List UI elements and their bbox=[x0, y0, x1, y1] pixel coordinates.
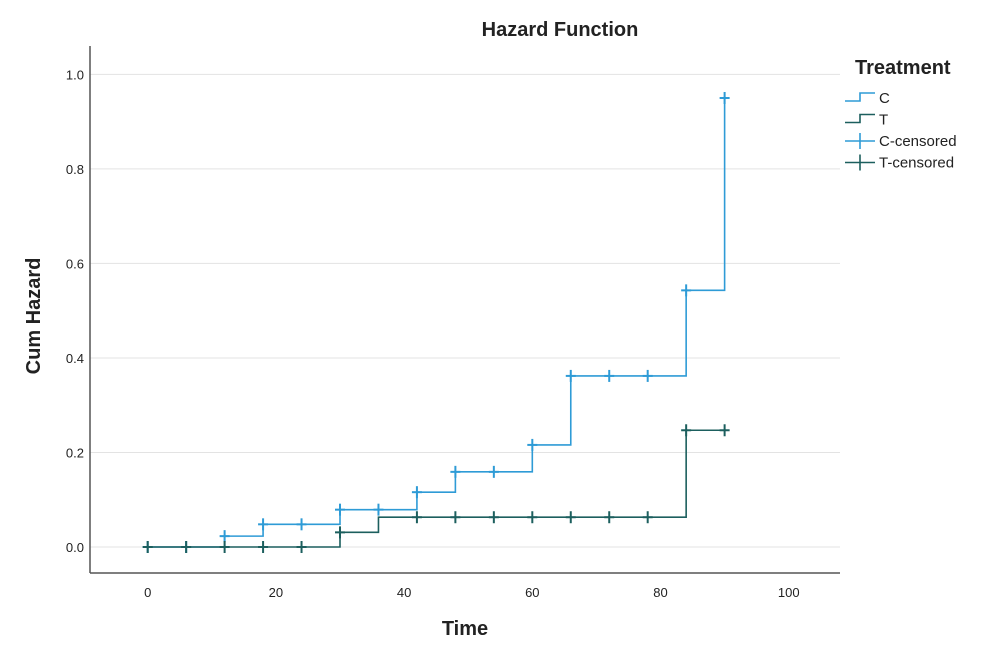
series-line-T bbox=[147, 429, 725, 548]
censor-marker-T bbox=[181, 541, 192, 554]
legend-item: T-censored bbox=[845, 154, 954, 172]
y-tick-label: 1.0 bbox=[66, 67, 84, 82]
censor-marker-C bbox=[219, 530, 230, 543]
x-tick-label: 100 bbox=[778, 585, 800, 600]
y-tick-label: 0.6 bbox=[66, 256, 84, 271]
axes: 0.0 0.2 0.4 0.6 0.8 1.0 0 20 40 60 80 100 bbox=[66, 46, 840, 600]
censor-marker-C bbox=[411, 486, 422, 499]
y-tick-label: 0.2 bbox=[66, 445, 84, 460]
censor-marker-C bbox=[296, 518, 307, 531]
legend-title: Treatment bbox=[855, 57, 951, 79]
series-line-C bbox=[147, 97, 726, 548]
censor-marker-T bbox=[642, 511, 653, 524]
legend-item: T bbox=[845, 112, 888, 129]
y-tick-label: 0.8 bbox=[66, 162, 84, 177]
censor-marker-T bbox=[450, 511, 461, 524]
censor-marker-T bbox=[719, 424, 730, 437]
censor-marker-C bbox=[373, 503, 384, 516]
censor-marker-T bbox=[219, 541, 230, 554]
legend-label: T-censored bbox=[879, 155, 954, 172]
censor-marker-T bbox=[527, 511, 538, 524]
censor-marker-C bbox=[335, 503, 345, 516]
legend-item: C-censored bbox=[845, 133, 957, 150]
censor-marker-C bbox=[642, 369, 653, 382]
y-tick-label: 0.0 bbox=[66, 540, 84, 555]
legend-label: T bbox=[879, 112, 888, 129]
censor-marker-T bbox=[335, 526, 345, 539]
gridlines bbox=[90, 73, 840, 548]
censor-marker-C bbox=[450, 465, 461, 478]
legend-label: C bbox=[879, 90, 890, 107]
x-tick-label: 20 bbox=[269, 585, 283, 600]
x-tick-label: 80 bbox=[653, 585, 667, 600]
censor-marker-C bbox=[719, 91, 730, 104]
legend-step-swatch bbox=[845, 92, 875, 102]
chart-title: Hazard Function bbox=[482, 19, 639, 41]
censor-marker-T bbox=[604, 511, 615, 524]
legend: Treatment CT C-censored T-censored bbox=[845, 57, 957, 172]
x-tick-label: 0 bbox=[144, 585, 151, 600]
censor-marker-C bbox=[681, 284, 692, 297]
x-tick-label: 40 bbox=[397, 585, 411, 600]
censor-marker-C bbox=[604, 369, 615, 382]
censor-marker-C bbox=[527, 438, 538, 451]
censor-marker-T bbox=[411, 511, 422, 524]
censor-marker-C bbox=[258, 518, 269, 531]
censor-marker-T bbox=[681, 424, 692, 437]
censor-marker-T bbox=[296, 541, 307, 554]
legend-item: C bbox=[845, 90, 890, 107]
legend-label: C-censored bbox=[879, 133, 957, 150]
x-tick-label: 60 bbox=[525, 585, 539, 600]
censor-marker-C bbox=[488, 465, 499, 478]
legend-step-swatch bbox=[845, 113, 875, 124]
censor-marker-T bbox=[488, 511, 499, 524]
censor-marker-T bbox=[565, 511, 576, 524]
y-axis-title: Cum Hazard bbox=[23, 258, 45, 375]
x-axis-title: Time bbox=[442, 618, 488, 640]
y-tick-label: 0.4 bbox=[66, 351, 84, 366]
series-layer bbox=[142, 91, 730, 554]
censor-marker-T bbox=[258, 541, 269, 554]
censor-marker-T bbox=[142, 541, 153, 554]
censor-marker-C bbox=[565, 369, 576, 382]
